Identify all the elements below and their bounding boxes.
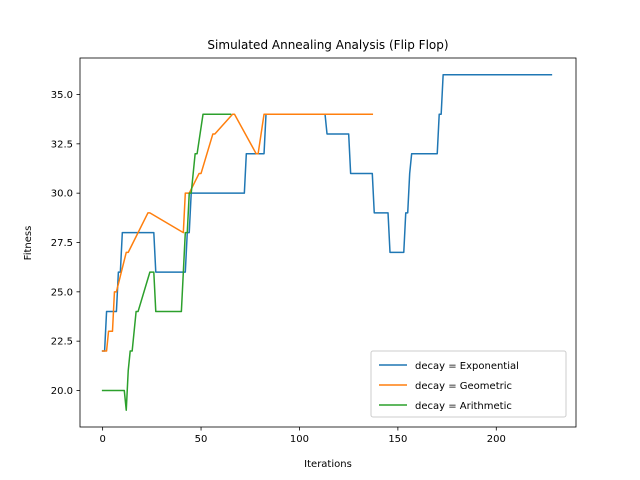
y-tick-label-5: 32.5 <box>51 139 73 150</box>
x-axis-label: Iterations <box>304 459 352 470</box>
y-axis-label: Fitness <box>23 226 34 261</box>
x-tick-label-4: 200 <box>487 434 506 445</box>
legend-label-0: decay = Exponential <box>415 361 519 372</box>
x-tick-label-2: 100 <box>290 434 309 445</box>
y-tick-label-6: 35.0 <box>51 90 73 101</box>
y-tick-label-1: 22.5 <box>51 337 73 348</box>
legend-label-2: decay = Arithmetic <box>415 401 512 412</box>
x-tick-label-3: 150 <box>388 434 407 445</box>
y-tick-label-3: 27.5 <box>51 238 73 249</box>
legend-label-1: decay = Geometric <box>415 381 512 392</box>
legend: decay = Exponential decay = Geometric deca… <box>370 350 567 418</box>
legend-box <box>370 350 567 418</box>
y-tick-label-4: 30.0 <box>51 189 73 200</box>
series-line-1 <box>101 113 374 352</box>
x-tick-label-0: 0 <box>99 434 105 445</box>
chart-title: Simulated Annealing Analysis (Flip Flop) <box>207 38 448 52</box>
y-tick-label-0: 20.0 <box>51 386 73 397</box>
y-tick-label-2: 25.0 <box>51 287 73 298</box>
plot-area: 0 50 100 150 200 20.0 22.5 25.0 27.5 30.0 32.5 35.0 <box>51 57 577 445</box>
series-line-0 <box>101 74 553 352</box>
x-tick-label-1: 50 <box>195 434 208 445</box>
series-line-2 <box>101 113 232 411</box>
